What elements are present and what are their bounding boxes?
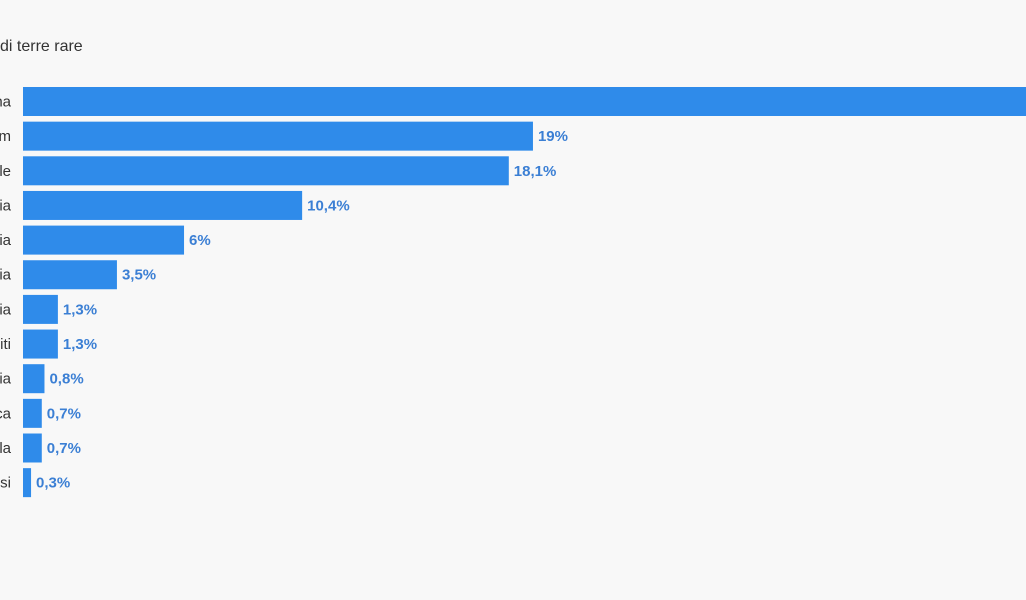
category-label: ia <box>0 197 12 214</box>
value-label: 0,7% <box>47 405 81 422</box>
chart-title: di terre rare <box>0 38 83 55</box>
value-label: 0,8% <box>49 371 83 388</box>
value-label: 0,7% <box>47 440 81 457</box>
bar <box>23 156 509 186</box>
category-label: ia <box>0 371 12 388</box>
category-label: ca <box>0 405 12 422</box>
bar <box>23 433 42 463</box>
bar <box>23 121 533 151</box>
bar <box>23 468 32 498</box>
category-label: m <box>0 128 11 145</box>
value-label: 3,5% <box>122 267 156 284</box>
value-label: 1,3% <box>63 301 97 318</box>
value-label: 1,3% <box>63 336 97 353</box>
category-label: ia <box>0 232 12 249</box>
category-label: ia <box>0 267 12 284</box>
category-label: iti <box>0 336 11 353</box>
category-label: la <box>0 440 12 457</box>
bar <box>23 364 45 394</box>
value-label: 0,3% <box>36 475 70 492</box>
bar <box>23 329 58 359</box>
bar <box>23 225 185 255</box>
value-label: 10,4% <box>307 197 350 214</box>
bar <box>23 260 117 290</box>
category-label: ia <box>0 301 12 318</box>
category-label: na <box>0 93 12 110</box>
value-label: 6% <box>189 232 211 249</box>
category-label: le <box>0 163 11 180</box>
bar <box>23 190 303 220</box>
bar <box>23 398 42 428</box>
bar <box>23 294 58 324</box>
bar <box>23 87 1026 116</box>
category-label: si <box>0 475 11 492</box>
value-label: 18,1% <box>514 163 557 180</box>
value-label: 19% <box>538 128 568 145</box>
